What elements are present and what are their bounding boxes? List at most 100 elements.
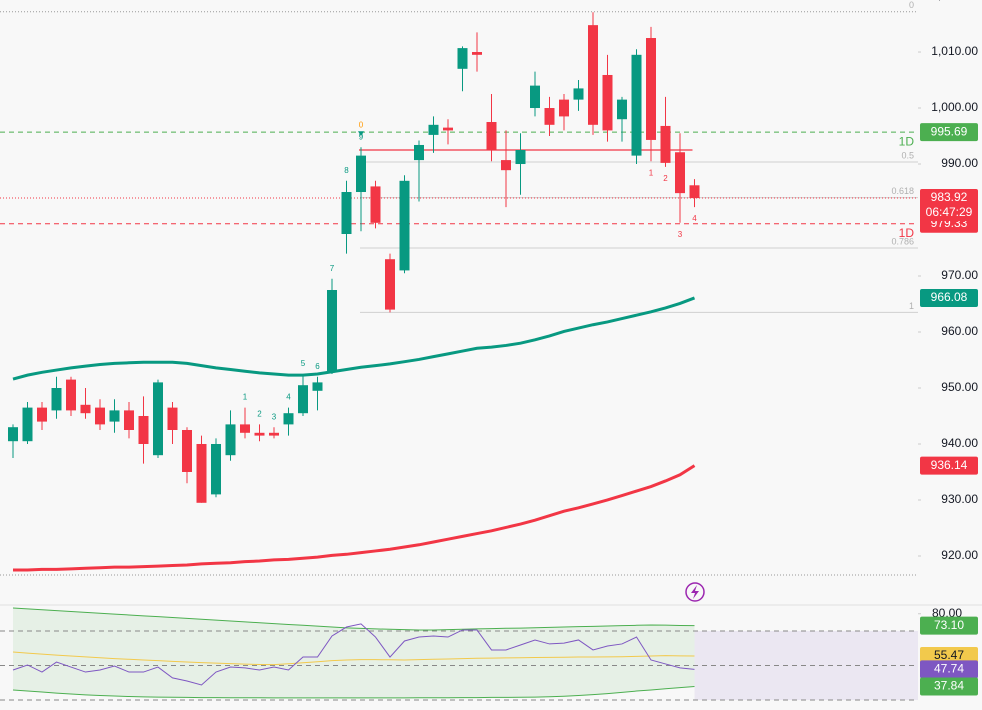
y-tick-label: 1,000.00 [931, 100, 978, 114]
rsi-badge: 55.47 [934, 648, 964, 662]
candle-body [167, 407, 178, 430]
alert-icon[interactable] [685, 582, 705, 602]
level-tag: 1D [899, 134, 915, 148]
candle-body [530, 85, 540, 109]
y-tick-label: 990.00 [941, 156, 978, 170]
setup-count: 4 [692, 214, 697, 223]
candle-body [515, 150, 526, 165]
fib-label: 0 [909, 0, 914, 10]
candle-body [225, 424, 236, 456]
setup-count: 3 [272, 412, 277, 421]
y-tick-label: 920.00 [941, 548, 978, 562]
candle-body [617, 99, 627, 120]
candle-body [573, 88, 584, 100]
candle-body [356, 155, 366, 193]
candle-body [457, 48, 468, 69]
fib-label: 1 [909, 301, 914, 311]
candle-body [254, 432, 265, 436]
candle-body [80, 404, 91, 414]
moving-average [12, 296, 696, 381]
candle-body [211, 443, 221, 495]
setup-count: 2 [663, 174, 668, 183]
candle-body [341, 192, 352, 235]
setup-count: 8 [344, 166, 349, 175]
candle-body [660, 125, 671, 163]
last-price-bg [920, 189, 978, 222]
candle-body [428, 124, 439, 135]
candle-body [37, 407, 47, 422]
setup-count: 4 [286, 393, 291, 402]
setup-count: 1 [649, 168, 654, 177]
candle-body [153, 382, 163, 456]
ma-badge: 936.14 [931, 458, 968, 472]
level-tag: 1D [899, 226, 915, 240]
moving-average [13, 464, 696, 572]
setup-count: 2 [257, 410, 262, 419]
candle-body [602, 74, 613, 131]
candle-body [196, 443, 207, 503]
setup-count: 3 [678, 230, 683, 239]
candle-body [559, 99, 569, 117]
rsi-line [12, 607, 695, 631]
rsi-line [12, 623, 695, 686]
level-badge: 995.69 [931, 124, 968, 138]
candle-body [385, 259, 395, 310]
ma-badge-bg [920, 288, 978, 307]
candle-body [298, 385, 308, 414]
fib-label: 0.5 [901, 150, 914, 160]
candle-body [327, 290, 337, 372]
candle-body [312, 382, 323, 391]
y-tick-label: 1,010.00 [931, 44, 978, 58]
candle-body [283, 413, 294, 425]
candle-body [588, 25, 598, 125]
level-badge-bg [920, 123, 978, 142]
candle-body [269, 432, 279, 436]
setup-count: 7 [330, 264, 335, 273]
fib-label: 0.618 [891, 186, 914, 196]
candle-body [486, 122, 497, 151]
candle-body [689, 185, 700, 199]
candle-body [414, 144, 424, 161]
flag-triangle [358, 131, 364, 137]
candle-body [8, 427, 18, 442]
candle-body [472, 52, 482, 55]
alert-bolt [691, 585, 699, 599]
last-price-label: 983.92 [931, 190, 968, 204]
y-tick-label: 970.00 [941, 268, 978, 282]
candle-body [182, 429, 192, 472]
rsi-badge-bg [920, 616, 978, 635]
candle-body [66, 379, 76, 411]
rsi-badge-bg [920, 660, 978, 679]
rsi-badge: 37.84 [934, 679, 964, 693]
y-tick-label: 1,020.00 [931, 0, 978, 2]
candle-body [544, 108, 555, 125]
candle-body [51, 387, 62, 411]
y-tick-label: 930.00 [941, 492, 978, 506]
setup-count: 5 [301, 359, 306, 368]
setup-count: 1 [243, 393, 248, 402]
y-tick-label: 950.00 [941, 380, 978, 394]
candle-body [443, 127, 453, 131]
rsi-badge: 47.74 [934, 662, 964, 676]
countdown: 06:47:29 [926, 205, 973, 219]
fib-label: 0.786 [891, 236, 914, 246]
y-tick-label: 960.00 [941, 324, 978, 338]
rsi-line [12, 685, 695, 699]
candle-body [399, 180, 410, 271]
y-tick-label: 80.00 [932, 606, 962, 620]
candle-body [675, 152, 685, 194]
rsi-badge: 73.10 [934, 618, 964, 632]
setup-count: 9 [359, 132, 364, 141]
y-tick-label: 940.00 [941, 436, 978, 450]
candle-body [95, 407, 105, 425]
setup-count: 6 [315, 362, 320, 371]
candle-body [138, 415, 149, 444]
candle-body [22, 407, 33, 442]
flag-label: 0 [359, 120, 364, 129]
rsi-line [12, 651, 695, 666]
ma-badge-bg [920, 456, 978, 475]
candle-body [370, 186, 381, 223]
candle-body [124, 410, 134, 430]
